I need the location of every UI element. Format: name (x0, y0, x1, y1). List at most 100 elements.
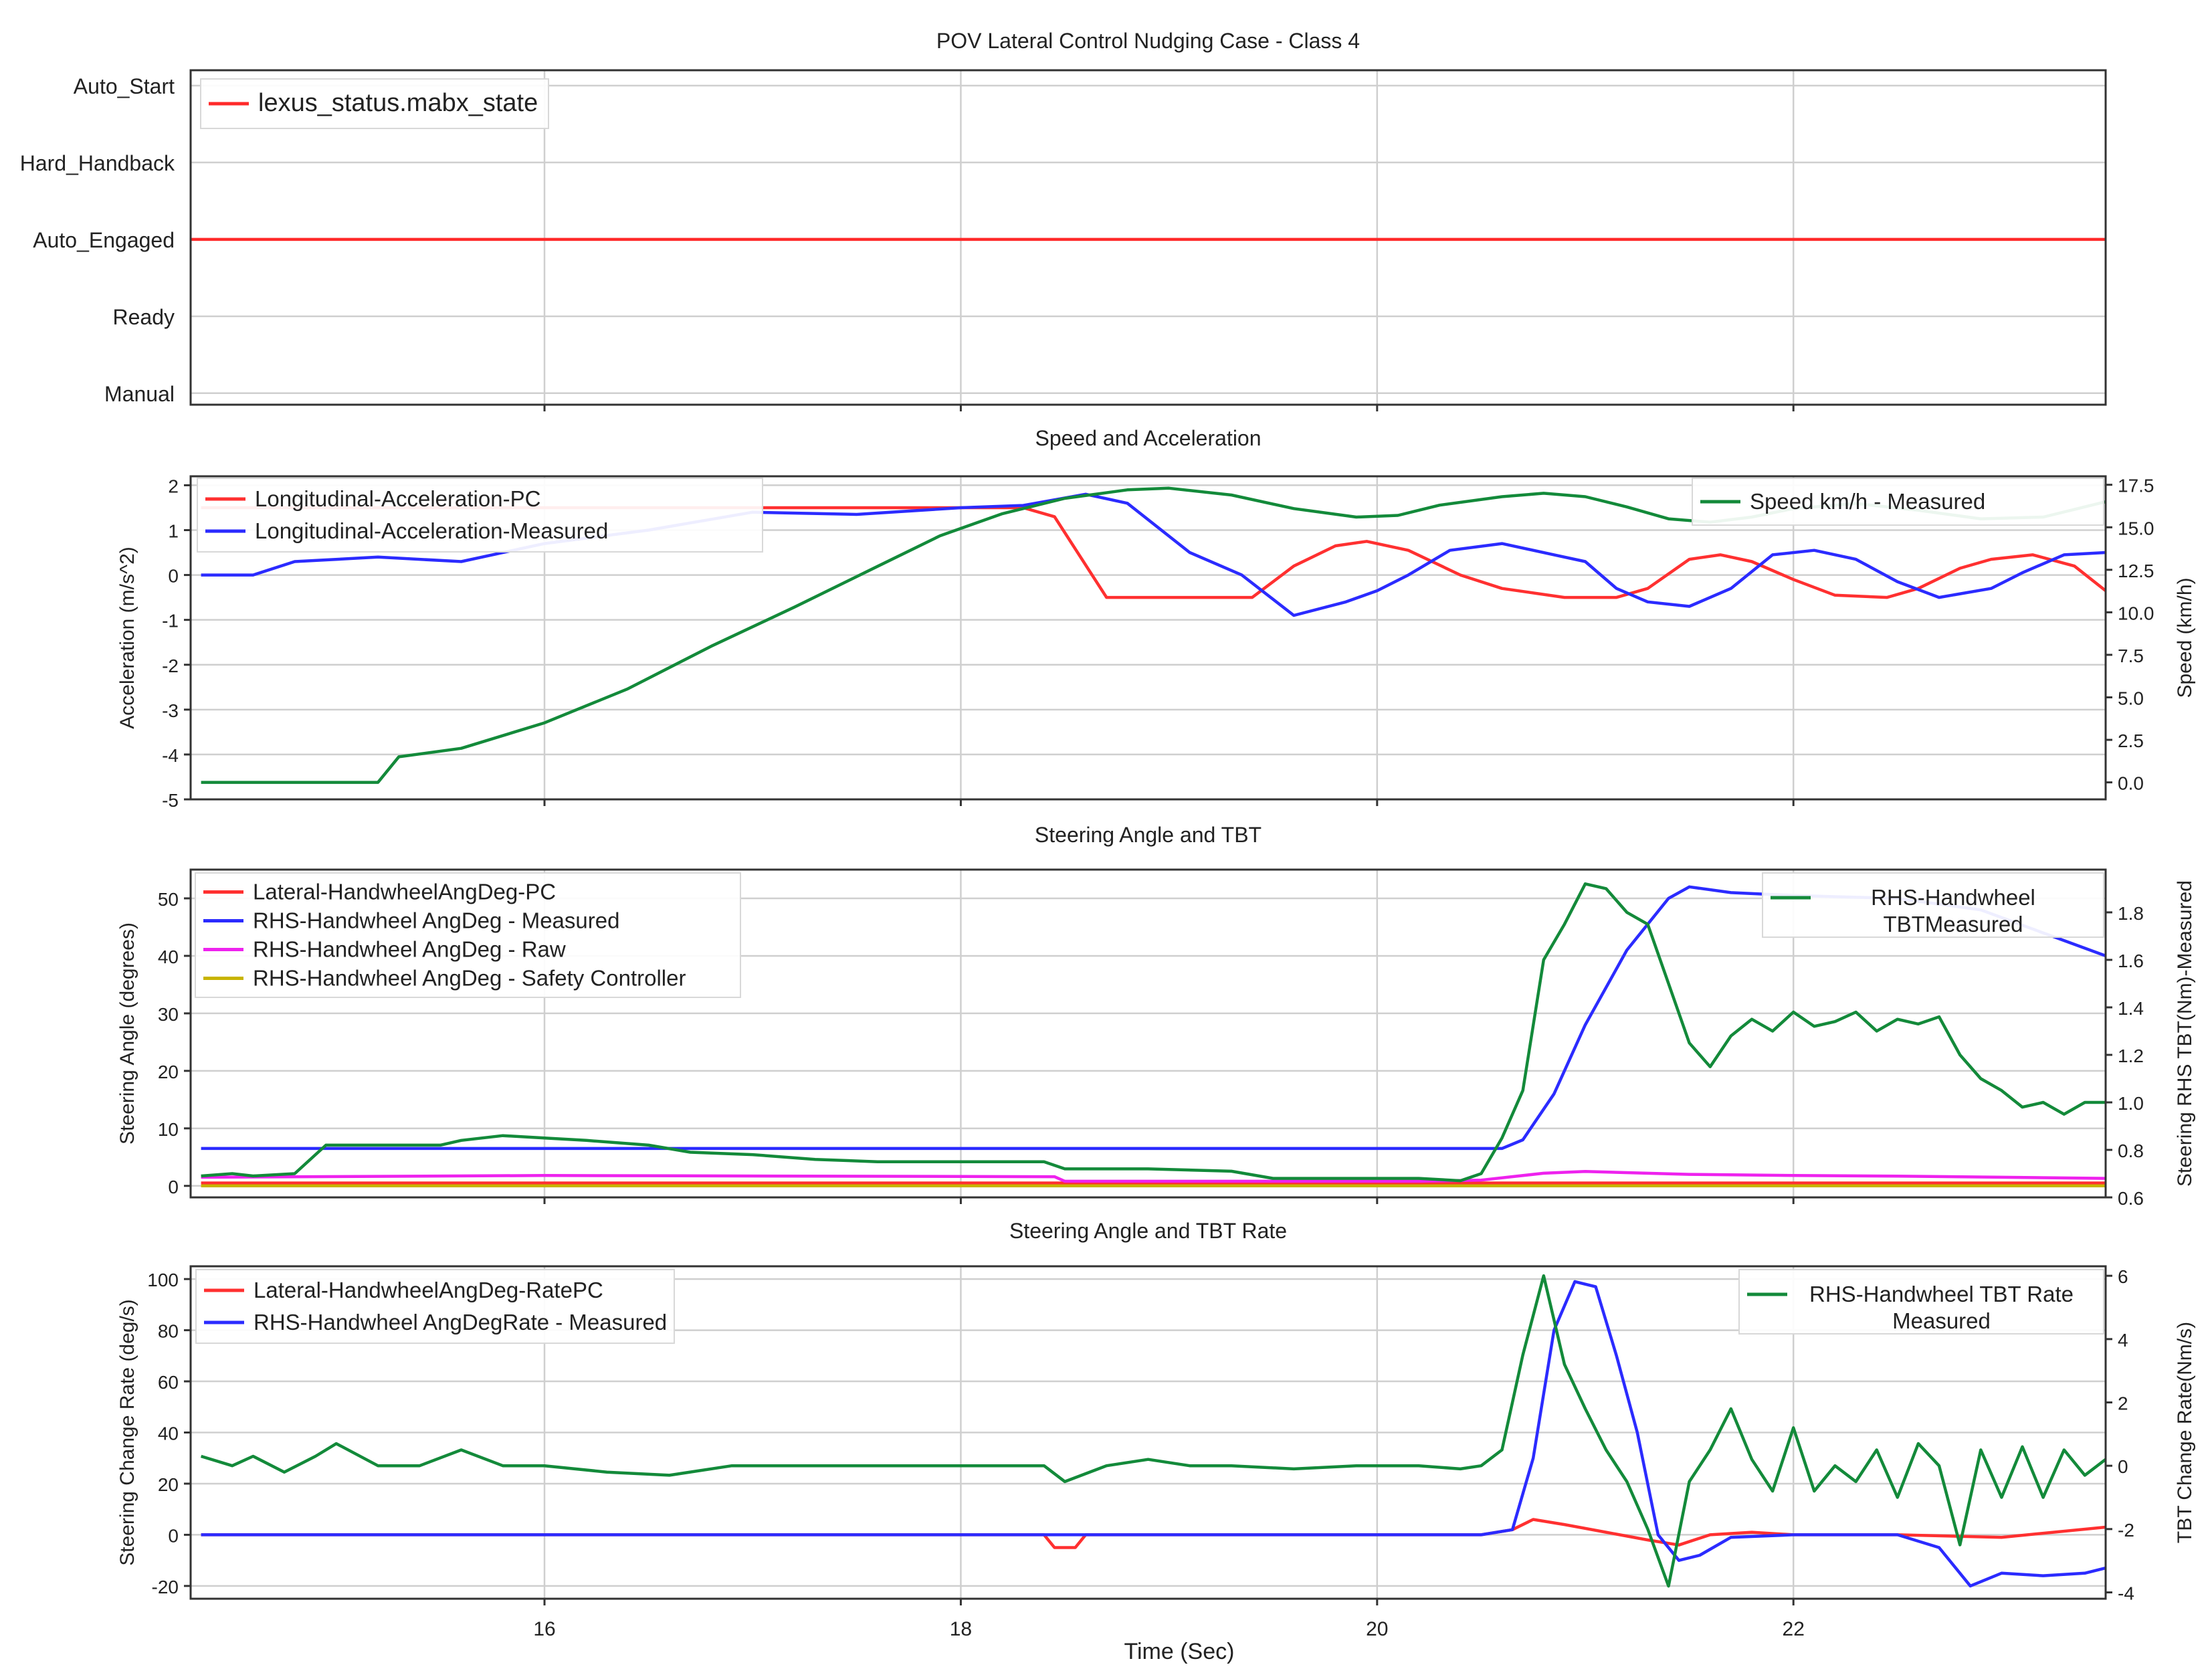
panel-title: POV Lateral Control Nudging Case - Class… (936, 29, 1360, 53)
legend-frame (197, 478, 763, 553)
legend-label-line: TBTMeasured (1883, 912, 2023, 936)
y-tick-label: 0 (168, 1177, 179, 1197)
y-tick-label: 10 (158, 1119, 179, 1140)
y-tick-label: 20 (158, 1062, 179, 1082)
legend-label-line: RHS-Handwheel (1871, 885, 2035, 910)
legend-label: RHS-Handwheel TBT Rate Measured (1809, 1282, 2074, 1333)
y-tick-label: 0 (168, 566, 179, 587)
y-tick-label: Manual (104, 382, 175, 406)
y-tick-label: Auto_Engaged (33, 228, 175, 252)
legend-frame (195, 1269, 675, 1344)
y-right-tick-label: 15.0 (2118, 518, 2154, 538)
y-right-tick-label: -4 (2118, 1583, 2134, 1604)
y-right-tick-label: 1.6 (2118, 951, 2144, 971)
x-tick-label: 16 (533, 1618, 555, 1640)
legend-label: RHS-Handwheel AngDeg - Safety Controller (253, 966, 686, 991)
x-tick-label: 22 (1783, 1618, 1805, 1640)
panel-title: Steering Angle and TBT Rate (1009, 1219, 1287, 1243)
legend-label: Speed km/h - Measured (1750, 489, 1985, 514)
y-right-tick-label: 17.5 (2118, 476, 2154, 496)
y-tick-label: 50 (158, 889, 179, 910)
panel-title: Steering Angle and TBT (1035, 823, 1262, 847)
y-tick-label: -1 (162, 611, 179, 631)
legend: Lateral-HandwheelAngDeg-RatePC RHS-Handwh… (195, 1269, 675, 1344)
x-tick-label: 20 (1366, 1618, 1388, 1640)
legend-label: RHS-Handwheel AngDeg - Measured (253, 908, 619, 933)
y-right-tick-label: 10.0 (2118, 603, 2154, 623)
y-right-tick-label: 1.0 (2118, 1093, 2144, 1114)
y-right-tick-label: 7.5 (2118, 646, 2144, 666)
y-tick-label: -3 (162, 700, 179, 721)
legend-label: Longitudinal-Acceleration-Measured (255, 518, 608, 543)
y-right-tick-label: 1.8 (2118, 903, 2144, 924)
panel-3: Steering Angle and TBT 0 10 20 30 40 50 0.6 0.8 1… (116, 823, 2196, 1209)
legend-label: RHS-Handwheel AngDeg - Raw (253, 937, 566, 962)
panel-4: Steering Angle and TBT Rate -20 0 20 40 60 80 1… (116, 1219, 2196, 1640)
y-axis-label: Steering Change Rate (deg/s) (116, 1299, 138, 1566)
y-tick-label: 30 (158, 1004, 179, 1025)
y-right-tick-label: 0.0 (2118, 773, 2144, 794)
y-right-axis-label: Steering RHS TBT(Nm)-Measured (2174, 880, 2196, 1187)
y-tick-label: Ready (113, 305, 175, 329)
y-right-tick-label: 1.4 (2118, 998, 2144, 1019)
panel-2: Speed and Acceleration -5 -4 -3 -2 -1 0 1 2 0.0 2.… (116, 426, 2196, 811)
y-right-tick-label: 0.6 (2118, 1188, 2144, 1209)
y-tick-label: 20 (158, 1474, 179, 1495)
y-tick-label: -4 (162, 745, 179, 766)
legend: Speed km/h - Measured (1692, 478, 2104, 526)
series-line-5 (201, 882, 2106, 1183)
y-tick-label: 80 (158, 1321, 179, 1342)
y-tick-label: Hard_Handback (20, 151, 175, 175)
y-tick-label: -2 (162, 656, 179, 676)
series-line-2 (201, 1280, 2106, 1588)
y-tick-label: 100 (147, 1270, 179, 1290)
legend-label: lexus_status.mabx_state (258, 89, 538, 117)
y-right-axis-label: Speed (km/h) (2174, 577, 2196, 698)
y-right-axis-label: TBT Change Rate(Nm/s) (2174, 1322, 2196, 1543)
y-tick-label: 60 (158, 1372, 179, 1393)
y-right-tick-label: 6 (2118, 1266, 2128, 1287)
y-tick-label: -20 (152, 1577, 179, 1597)
legend-frame (1738, 1269, 2104, 1335)
series-group (200, 1274, 2106, 1588)
series-line-1 (201, 506, 2106, 599)
y-tick-label: 0 (168, 1525, 179, 1546)
y-tick-label: 1 (168, 521, 179, 542)
y-tick-label: Auto_Start (74, 74, 175, 98)
y-axis-label: Steering Angle (degrees) (116, 922, 138, 1145)
y-right-tick-label: 4 (2118, 1330, 2128, 1351)
legend-frame (200, 78, 549, 129)
legend: RHS-Handwheel TBT Rate Measured (1738, 1269, 2104, 1335)
legend-label: Lateral-HandwheelAngDeg-RatePC (254, 1278, 603, 1302)
y-tick-label: -5 (162, 790, 179, 811)
panels: POV Lateral Control Nudging Case - Class… (20, 29, 2196, 1640)
y-tick-label: 40 (158, 1423, 179, 1444)
legend-label: RHS-Handwheel AngDegRate - Measured (254, 1310, 667, 1335)
panel-title: Speed and Acceleration (1035, 426, 1261, 450)
y-axis-label: Acceleration (m/s^2) (116, 547, 138, 729)
x-tick-label: 18 (950, 1618, 972, 1640)
plot-frame (189, 868, 2107, 1199)
y-tick-label: 2 (168, 476, 179, 496)
y-right-tick-label: 5.0 (2118, 688, 2144, 708)
legend-label: RHS-Handwheel TBTMeasured (1871, 885, 2035, 936)
plot-frame (189, 475, 2107, 801)
legend: RHS-Handwheel TBTMeasured (1762, 872, 2104, 938)
y-right-tick-label: 12.5 (2118, 561, 2154, 581)
y-right-tick-label: 0.8 (2118, 1141, 2144, 1161)
series-line-3 (200, 1274, 2106, 1588)
y-tick-label: 40 (158, 947, 179, 967)
panel-1: POV Lateral Control Nudging Case - Class… (20, 29, 2107, 411)
legend-label-line: RHS-Handwheel TBT Rate (1809, 1282, 2074, 1306)
series-line-3 (201, 1170, 2106, 1183)
y-right-tick-label: -2 (2118, 1520, 2134, 1541)
legend: Longitudinal-Acceleration-PC Longitudinal… (197, 478, 763, 553)
legend-label: Lateral-HandwheelAngDeg-PC (253, 880, 556, 904)
plot-frame (189, 69, 2107, 406)
legend-frame (195, 872, 741, 998)
y-right-tick-label: 2.5 (2118, 730, 2144, 751)
legend-frame (1692, 478, 2104, 526)
series-group (201, 882, 2106, 1188)
legend-frame (1762, 872, 2104, 938)
